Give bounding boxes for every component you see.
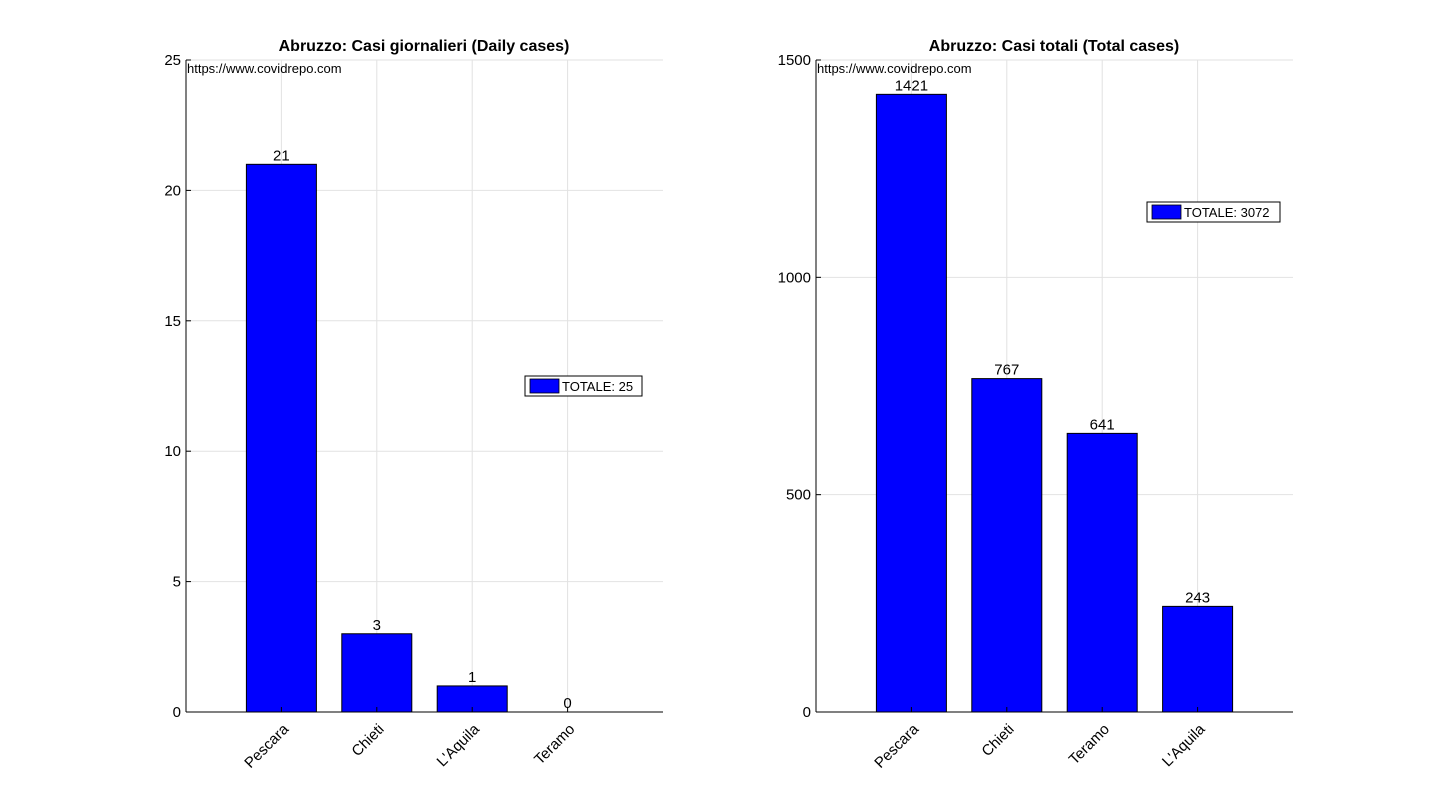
legend-swatch <box>529 378 560 394</box>
bar <box>341 633 413 713</box>
bar-value-label: 767 <box>994 362 1019 379</box>
y-tick-label: 0 <box>803 704 811 721</box>
bar <box>971 378 1043 713</box>
legend-label: TOTALE: 25 <box>562 379 633 394</box>
x-tick-labels: Pescara Chieti L'Aquila Teramo <box>241 720 578 771</box>
x-tick-labels: Pescara Chieti Teramo L'Aquila <box>871 720 1209 771</box>
y-tick-label: 10 <box>164 443 181 460</box>
bar-value-label: 0 <box>563 695 571 712</box>
y-tick-label: 20 <box>164 182 181 199</box>
x-grid <box>910 60 1199 712</box>
legend-swatch <box>1151 204 1182 220</box>
bar-value-label: 21 <box>273 147 290 164</box>
y-tick-label: 25 <box>164 52 181 69</box>
legend-label: TOTALE: 3072 <box>1184 205 1270 220</box>
y-tick-label: 500 <box>786 487 811 504</box>
x-tick-label: Pescara <box>871 720 922 771</box>
legend: TOTALE: 25 <box>524 375 643 397</box>
x-tick-label: Teramo <box>531 721 578 768</box>
y-tick-label: 1500 <box>778 52 811 69</box>
x-tick-label: Teramo <box>1066 721 1113 768</box>
y-tick-label: 5 <box>173 574 181 591</box>
x-tick-label: L'Aquila <box>1159 720 1209 770</box>
bar-value-label: 243 <box>1185 589 1210 606</box>
bar-labels: 1421 767 641 243 <box>895 77 1210 606</box>
bar-value-label: 1421 <box>895 77 928 94</box>
bar <box>1066 432 1138 713</box>
x-tick-label: Pescara <box>241 720 292 771</box>
bars <box>875 93 1234 713</box>
bar-value-label: 641 <box>1090 416 1115 433</box>
y-tick-label: 15 <box>164 313 181 330</box>
chart-title: Abruzzo: Casi totali (Total cases) <box>929 38 1179 55</box>
bar <box>1162 605 1234 713</box>
y-tick-labels: 0 500 1000 1500 <box>778 52 811 721</box>
axes <box>185 59 663 713</box>
bar-value-label: 1 <box>468 669 476 686</box>
x-tick-label: Chieti <box>348 721 387 760</box>
x-tick-label: L'Aquila <box>434 720 484 770</box>
legend: TOTALE: 3072 <box>1146 201 1281 223</box>
y-tick-labels: 0 5 10 15 20 25 <box>164 52 181 721</box>
chart-title: Abruzzo: Casi giornalieri (Daily cases) <box>279 38 570 55</box>
axes <box>815 59 1293 713</box>
y-tick-label: 1000 <box>778 269 811 286</box>
bar-labels: 21 3 1 0 <box>273 147 572 712</box>
chart-daily-cases: Abruzzo: Casi giornalieri (Daily cases) … <box>164 38 663 772</box>
source-annotation: https://www.covidrepo.com <box>187 61 342 76</box>
source-annotation: https://www.covidrepo.com <box>817 61 972 76</box>
x-tick-label: Chieti <box>978 721 1017 760</box>
chart-total-cases: Abruzzo: Casi totali (Total cases) 1421 7… <box>778 38 1293 772</box>
bar-value-label: 3 <box>373 617 381 634</box>
bar <box>245 163 317 713</box>
bar <box>875 93 947 713</box>
y-tick-label: 0 <box>173 704 181 721</box>
